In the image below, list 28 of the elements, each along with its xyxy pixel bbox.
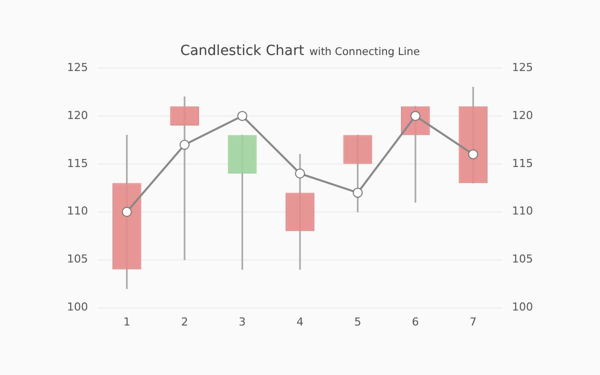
x-tick-label: 6 [412,315,419,328]
x-tick-label: 3 [238,315,246,328]
y-tick-label: 105 [66,252,88,266]
x-tick-label: 7 [470,315,477,328]
y2-tick-label: 105 [512,252,534,266]
y2-tick-label: 125 [512,60,534,74]
point [295,168,305,179]
point [468,149,478,160]
y2-tick-label: 120 [512,108,534,122]
y2-tick-label: 115 [512,156,534,170]
x-tick-label: 1 [123,315,130,328]
point [352,188,363,198]
y-tick-label: 120 [66,108,88,122]
point [237,110,248,121]
y2-tick-label: 110 [512,204,534,218]
y2-tick-label: 100 [512,300,534,314]
point [180,140,190,150]
chart-title: Candlestick Chart [180,43,304,59]
x-tick-label: 2 [181,315,188,328]
y-tick-label: 125 [66,60,88,74]
y-tick-label: 100 [66,300,88,314]
point [122,206,132,217]
candlestick [170,96,199,260]
chart-subtitle: with Connecting Line [309,46,420,58]
x-tick-label: 4 [296,315,304,328]
y-tick-label: 110 [66,204,88,218]
y-tick-label: 115 [66,156,88,170]
x-tick-label: 5 [354,315,362,328]
